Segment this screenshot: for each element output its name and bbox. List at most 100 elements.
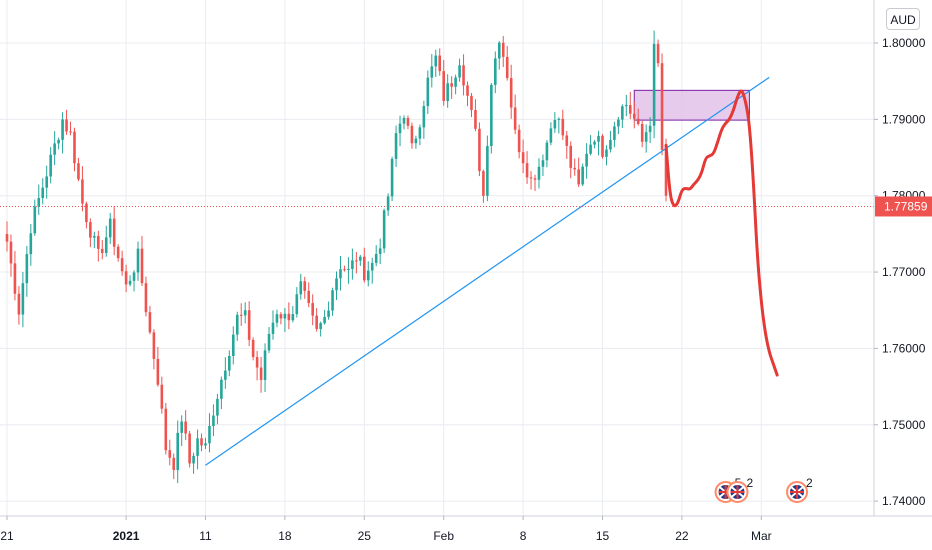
candle (486, 135, 489, 202)
candle (509, 64, 513, 119)
candle (37, 184, 41, 215)
current-price-box (875, 196, 932, 217)
candle (239, 303, 243, 326)
candle (188, 430, 191, 468)
candle (204, 437, 207, 449)
candle (9, 234, 13, 277)
candle (374, 245, 378, 267)
candle (636, 108, 640, 126)
candle (454, 74, 457, 95)
candle (279, 312, 283, 325)
y-tick-label: 1.76000 (882, 341, 926, 355)
candle (386, 193, 390, 216)
candle (291, 305, 295, 323)
candle (537, 158, 541, 189)
uk-flag-icon[interactable]: 2 (786, 476, 813, 503)
candle (490, 82, 493, 154)
candle (613, 121, 616, 148)
candle (422, 100, 426, 139)
candle (632, 101, 636, 129)
candle (156, 346, 160, 387)
candle (640, 120, 644, 148)
candle (390, 156, 394, 202)
candle (160, 376, 164, 414)
candle (303, 276, 307, 299)
time-axis[interactable]: 21 2021 11 18 25 Feb 8 15 22 Mar (0, 516, 772, 543)
candle (287, 302, 291, 330)
candle (339, 255, 342, 291)
candle (458, 58, 461, 82)
candle (184, 410, 187, 441)
candle (323, 309, 326, 325)
x-tick-label: Feb (433, 529, 454, 543)
candle (220, 376, 223, 410)
candle (100, 240, 104, 260)
currency-badge[interactable]: AUD (886, 8, 920, 30)
candle (235, 311, 239, 341)
price-axis[interactable]: 1.740001.750001.760001.770001.780001.790… (874, 36, 926, 508)
candle (660, 53, 664, 156)
candle (81, 166, 84, 212)
current-price-text: 1.77859 (884, 199, 928, 213)
candle (378, 238, 382, 265)
x-tick-label: 18 (278, 529, 292, 543)
candle (529, 171, 533, 190)
candle (517, 124, 521, 159)
y-tick-label: 1.77000 (882, 265, 926, 279)
candle (438, 48, 442, 76)
candles-layer (5, 30, 668, 484)
candle (108, 212, 112, 244)
candle (69, 121, 72, 136)
candle (450, 76, 453, 99)
candle (442, 60, 445, 106)
candle (644, 124, 648, 153)
candle (589, 135, 592, 156)
x-tick-label: 21 (0, 529, 14, 543)
candle (621, 104, 624, 129)
candle (319, 321, 322, 337)
candle (307, 282, 311, 308)
candle (359, 254, 362, 267)
candle (124, 264, 128, 293)
candle (347, 257, 350, 284)
candle (251, 337, 255, 361)
candle (525, 151, 529, 184)
forecast-path[interactable] (664, 89, 779, 377)
candle (315, 308, 318, 332)
candle (382, 208, 386, 253)
candle (505, 45, 509, 81)
candle (212, 404, 215, 437)
candle (553, 112, 557, 133)
candle (652, 30, 656, 139)
candle (5, 221, 9, 252)
candle (446, 74, 449, 108)
candle (49, 147, 52, 184)
candle (565, 130, 569, 159)
candle (208, 413, 211, 453)
candle (363, 247, 366, 283)
candle (73, 127, 76, 172)
candle (57, 137, 60, 150)
candle (295, 287, 299, 318)
candle (648, 117, 652, 144)
candle (271, 310, 275, 340)
candle (259, 356, 263, 393)
candle (283, 308, 287, 332)
candle (402, 115, 406, 130)
candle (418, 124, 422, 146)
australia-flag-icon[interactable]: 2 (726, 476, 753, 503)
candle (85, 201, 88, 229)
candle (41, 178, 45, 205)
candle (609, 130, 612, 153)
trendline[interactable] (205, 76, 770, 466)
candle (434, 49, 438, 77)
economic-events: 522 (714, 476, 813, 503)
candle (53, 131, 56, 166)
trendline-layer[interactable] (205, 76, 770, 466)
forecast-layer[interactable] (664, 89, 779, 377)
candle (255, 350, 259, 381)
candle (625, 94, 628, 117)
candle (104, 225, 108, 257)
candle (366, 261, 370, 287)
